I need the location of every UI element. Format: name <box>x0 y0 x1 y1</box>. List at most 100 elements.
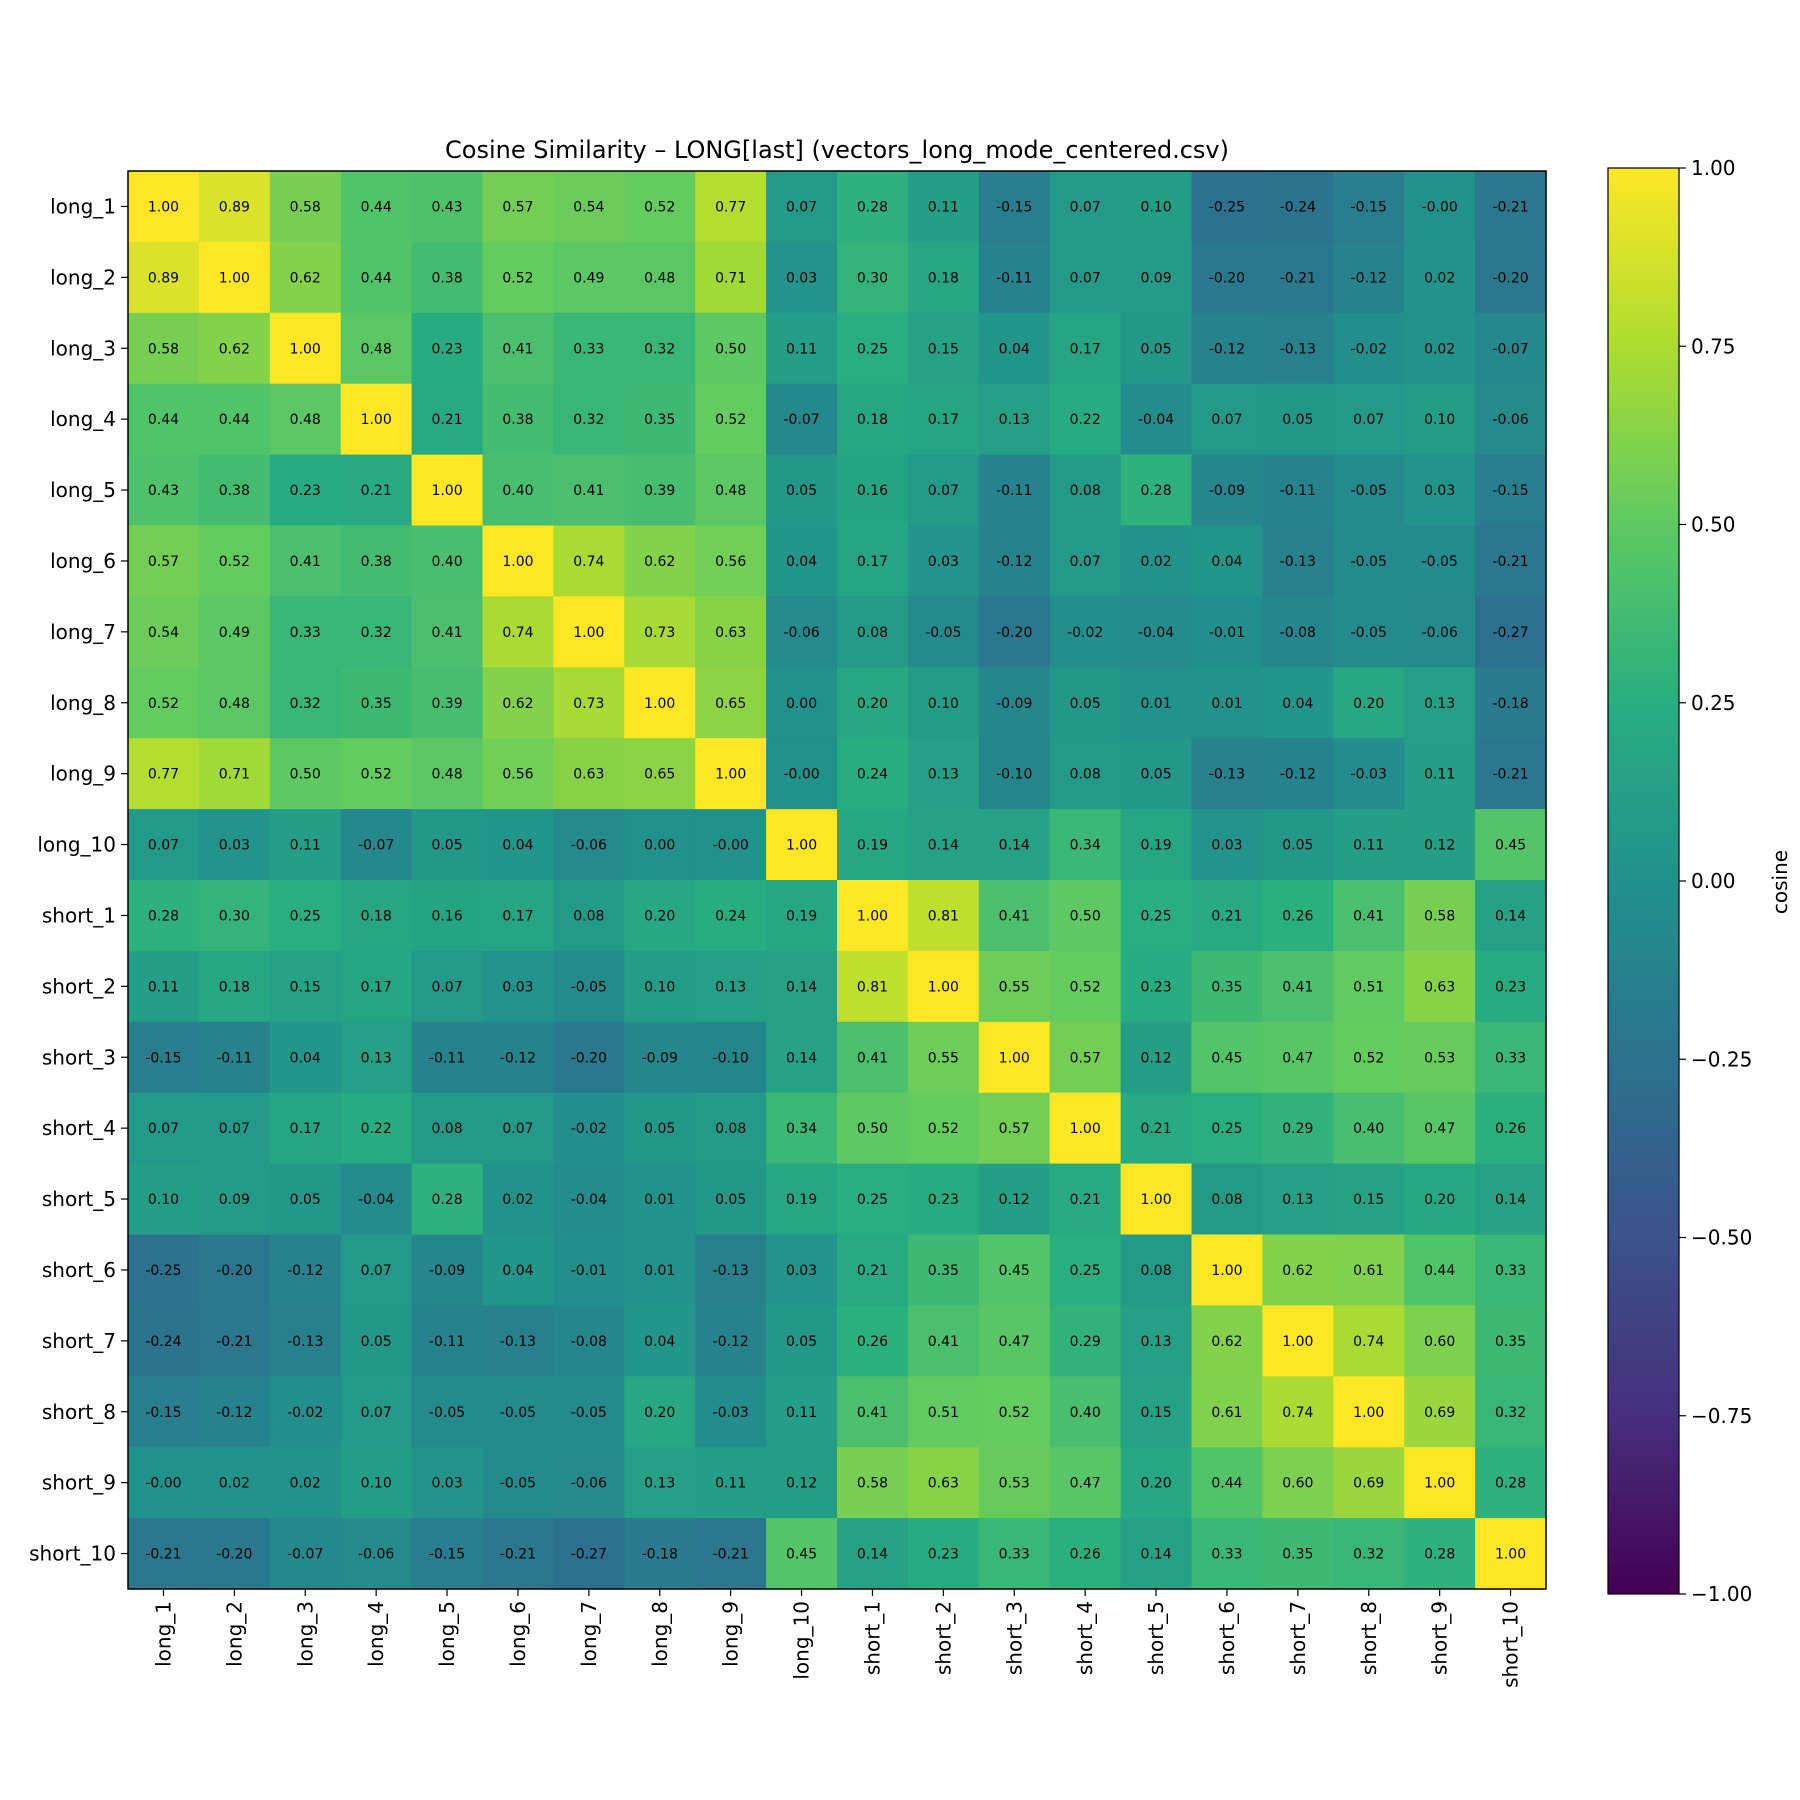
heatmap-cell <box>837 1447 909 1519</box>
heatmap-cell <box>553 241 625 314</box>
cell-value-label: 0.23 <box>1140 979 1171 995</box>
cell-value-label: -0.20 <box>216 1547 252 1563</box>
heatmap-cell <box>553 383 625 456</box>
cell-value-label: 0.81 <box>857 979 888 995</box>
heatmap-cell <box>340 738 413 810</box>
cell-value-label: -0.18 <box>642 1547 678 1563</box>
heatmap-cell <box>1333 596 1405 668</box>
heatmap-cell <box>695 809 767 881</box>
cell-value-label: 1.00 <box>1353 1405 1384 1421</box>
cell-value-label: -0.01 <box>571 1263 607 1279</box>
cell-value-label: 0.39 <box>431 696 462 712</box>
cell-value-label: 0.18 <box>857 412 888 428</box>
cell-value-label: 0.45 <box>1211 1050 1242 1066</box>
cell-value-label: 0.11 <box>715 1476 746 1492</box>
y-tick-label: long_5 <box>50 478 116 502</box>
cell-value-label: -0.15 <box>145 1050 181 1066</box>
colorbar-tick-label: −0.25 <box>1691 1047 1752 1071</box>
cell-value-label: -0.05 <box>500 1476 536 1492</box>
heatmap-cell <box>1475 1092 1547 1165</box>
cell-value-label: 0.52 <box>1070 979 1101 995</box>
heatmap-cell <box>1262 454 1334 527</box>
heatmap-cell <box>1475 950 1547 1023</box>
heatmap-cell <box>1049 171 1122 243</box>
colorbar-label: cosine <box>1768 850 1792 914</box>
cell-value-label: 0.73 <box>644 625 675 641</box>
heatmap-cell <box>269 171 342 243</box>
cell-value-label: 0.07 <box>361 1263 392 1279</box>
heatmap-cell <box>1191 1092 1263 1165</box>
heatmap-cell <box>269 880 342 952</box>
cell-value-label: -0.12 <box>1280 767 1316 783</box>
heatmap-cell <box>837 738 909 810</box>
cell-value-label: -0.06 <box>571 838 607 854</box>
cell-value-label: -0.02 <box>287 1405 323 1421</box>
cell-value-label: 0.29 <box>1282 1121 1313 1137</box>
heatmap-cell <box>1262 525 1334 597</box>
cell-value-label: 0.40 <box>431 554 462 570</box>
heatmap-cell <box>1404 738 1476 810</box>
colorbar-tick-label: 0.00 <box>1691 869 1736 893</box>
cell-value-label: 0.45 <box>999 1263 1030 1279</box>
heatmap-cell <box>482 1234 554 1306</box>
cell-value-label: 0.26 <box>1495 1121 1526 1137</box>
cell-value-label: 1.00 <box>999 1050 1030 1066</box>
cell-value-label: 0.62 <box>1211 1334 1242 1350</box>
heatmap-cell <box>624 312 696 385</box>
cell-value-label: 0.44 <box>219 412 250 428</box>
heatmap-cell <box>340 1518 413 1590</box>
cell-value-label: -0.15 <box>996 199 1032 215</box>
heatmap-cell <box>907 241 980 314</box>
cell-value-label: -0.00 <box>783 767 819 783</box>
heatmap-cell <box>624 596 696 668</box>
heatmap-cell <box>128 241 200 314</box>
heatmap-cell <box>1049 1092 1122 1165</box>
cell-value-label: 0.07 <box>219 1121 250 1137</box>
heatmap-cell <box>1333 880 1405 952</box>
cell-value-label: 0.18 <box>219 979 250 995</box>
cell-value-label: 0.30 <box>219 908 250 924</box>
heatmap-cell <box>978 1518 1051 1590</box>
cell-value-label: 0.38 <box>219 483 250 499</box>
heatmap-cell <box>766 667 838 739</box>
heatmap-cell <box>907 383 980 456</box>
heatmap-cell <box>411 1447 484 1519</box>
heatmap-cell <box>1049 525 1122 597</box>
x-tick-label: short_5 <box>1144 1601 1168 1675</box>
heatmap-cell <box>1475 596 1547 668</box>
heatmap-cell <box>1475 880 1547 952</box>
cell-value-label: -0.04 <box>1138 625 1174 641</box>
cell-value-label: -0.00 <box>145 1476 181 1492</box>
cell-value-label: 0.30 <box>857 270 888 286</box>
cell-value-label: 0.15 <box>290 979 321 995</box>
heatmap-cell <box>198 596 271 668</box>
heatmap-cell <box>128 1092 200 1165</box>
cell-value-label: -0.15 <box>145 1405 181 1421</box>
cell-value-label: -0.06 <box>571 1476 607 1492</box>
heatmap-cell <box>624 454 696 527</box>
cell-value-label: 0.73 <box>573 696 604 712</box>
heatmap-cell <box>766 171 838 243</box>
cell-value-label: 0.28 <box>431 1192 462 1208</box>
heatmap-cell <box>269 596 342 668</box>
cell-value-label: 0.28 <box>857 199 888 215</box>
heatmap-cell-labels: 1.00 0.89 0.58 0.44 0.43 0.57 0.54 0.52 0.77 0.07… <box>145 199 1528 1562</box>
cell-value-label: 0.50 <box>715 341 746 357</box>
heatmap-cell <box>1191 1518 1263 1590</box>
heatmap-cell <box>624 738 696 810</box>
heatmap-cell <box>198 1163 271 1236</box>
cell-value-label: 0.48 <box>431 767 462 783</box>
cell-value-label: 0.04 <box>290 1050 321 1066</box>
heatmap-cell <box>907 1305 980 1377</box>
heatmap-cell <box>837 1305 909 1377</box>
cell-value-label: -0.15 <box>1492 483 1528 499</box>
heatmap-cell <box>1333 312 1405 385</box>
heatmap-cell <box>411 596 484 668</box>
cell-value-label: 0.47 <box>1424 1121 1455 1137</box>
heatmap-cell <box>1049 1163 1122 1236</box>
cell-value-label: 0.05 <box>1140 767 1171 783</box>
cell-value-label: 0.03 <box>786 270 817 286</box>
heatmap-cell <box>1262 1234 1334 1306</box>
x-tick-label: long_4 <box>364 1601 388 1667</box>
cell-value-label: 0.49 <box>219 625 250 641</box>
